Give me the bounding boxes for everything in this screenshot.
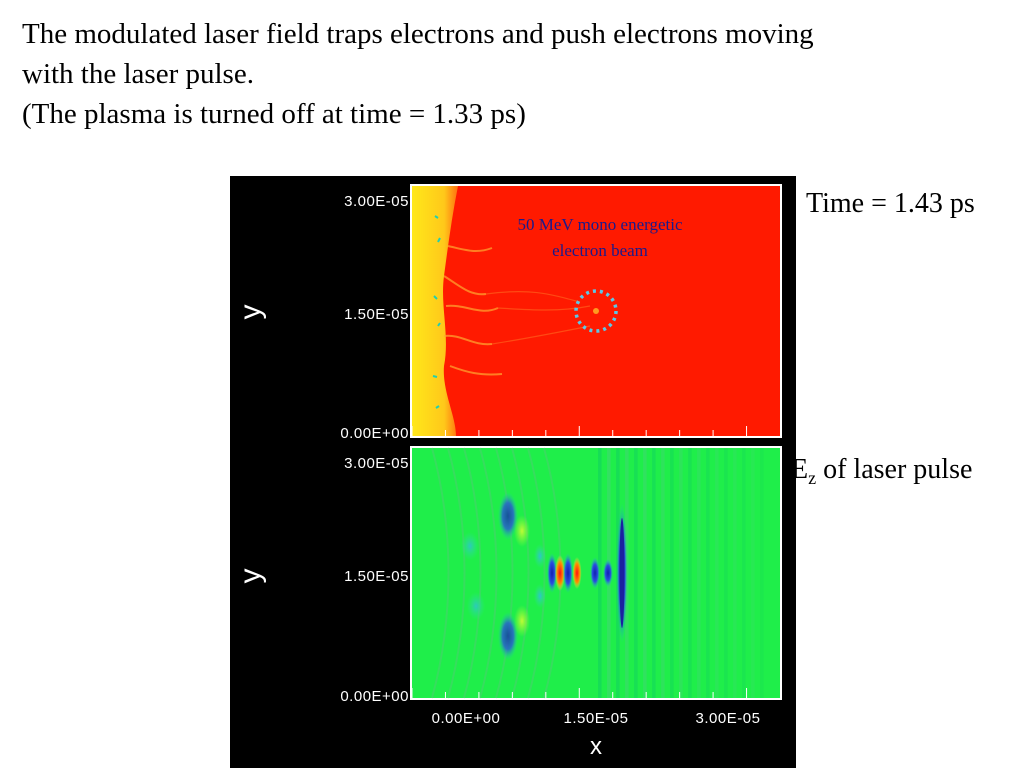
- time-label: Time = 1.43 ps: [806, 188, 975, 219]
- ez-stripe: [634, 448, 638, 698]
- field-label-rest: of laser pulse: [816, 454, 973, 485]
- bottom-xtick-max: 3.00E-05: [696, 710, 761, 727]
- ez-blob: [534, 544, 546, 568]
- electron-beam-marker: [574, 289, 618, 333]
- ez-blob: [467, 592, 485, 620]
- ez-peak-pos: [555, 555, 565, 591]
- bottom-xtick-min: 0.00E+00: [432, 710, 501, 727]
- top-x-ticks: [411, 426, 748, 436]
- ez-peak-pos: [572, 557, 582, 589]
- ez-stripe: [679, 448, 683, 698]
- plasma-filaments: [443, 245, 503, 376]
- ez-wake-curve: [463, 447, 482, 699]
- ez-blob: [534, 584, 546, 608]
- ez-stripe: [661, 448, 665, 698]
- ez-peak-neg: [590, 557, 600, 589]
- bottom-plot-frame: [410, 446, 782, 700]
- bottom-ytick-mid: 1.50E-05: [344, 568, 409, 585]
- ez-stripe: [724, 448, 728, 698]
- headline-line-1: The modulated laser field traps electron…: [22, 18, 814, 50]
- ez-stripe: [652, 448, 656, 698]
- ez-blob: [514, 605, 530, 637]
- beam-annotation-line-1: 50 MeV mono energetic: [517, 215, 683, 234]
- ez-pulse: [461, 492, 628, 660]
- ez-blob: [514, 515, 530, 547]
- ez-stripe: [751, 448, 755, 698]
- ez-wake-curve: [527, 447, 546, 699]
- ez-stripe: [715, 448, 719, 698]
- ez-blob: [461, 532, 479, 560]
- bottom-xlabel: x: [590, 733, 602, 760]
- slide-headline: The modulated laser field traps electron…: [22, 14, 1012, 134]
- ez-wake-curve: [479, 447, 498, 699]
- bottom-plot: 3.00E-05 1.50E-05 0.00E+00 y 0.00E+00 1.…: [234, 446, 782, 760]
- wake-streaks: [485, 290, 591, 345]
- top-plot-frame: [410, 184, 782, 438]
- ez-stripe: [706, 448, 710, 698]
- field-label-subscript: z: [808, 468, 817, 488]
- ez-main-front-core: [619, 518, 625, 628]
- ez-wake-curve: [447, 447, 466, 699]
- ez-wake-curve: [495, 447, 514, 699]
- ez-stripe: [688, 448, 692, 698]
- plasma-front: [412, 186, 458, 436]
- ez-peak-neg: [563, 553, 573, 593]
- simulation-figure: 3.00E-05 1.50E-05 0.00E+00 y 50 MeV mono…: [230, 176, 796, 768]
- plasma-cyan-specks: [432, 215, 441, 409]
- bottom-xtick-mid: 1.50E-05: [564, 710, 629, 727]
- bottom-x-ticks: [411, 688, 748, 698]
- bottom-ylabel: y: [234, 569, 267, 584]
- bottom-ytick-max: 3.00E-05: [344, 455, 409, 472]
- headline-line-3: (The plasma is turned off at time = 1.33…: [22, 98, 526, 130]
- simulation-plots: 3.00E-05 1.50E-05 0.00E+00 y 50 MeV mono…: [234, 184, 782, 760]
- beam-annotation-line-2: electron beam: [552, 241, 648, 260]
- bottom-ytick-min: 0.00E+00: [340, 688, 409, 705]
- top-ytick-mid: 1.50E-05: [344, 306, 409, 323]
- headline-line-2: with the laser pulse.: [22, 58, 254, 90]
- ez-stripe: [742, 448, 746, 698]
- field-label: Ez of laser pulse: [791, 454, 972, 489]
- ez-stripe: [760, 448, 764, 698]
- ez-peak-neg: [547, 553, 557, 593]
- ez-blob: [498, 612, 518, 660]
- ez-stripe: [670, 448, 674, 698]
- field-label-main: E: [791, 454, 809, 485]
- electron-beam-core: [593, 308, 599, 314]
- ez-blob: [498, 492, 518, 540]
- ez-peak-neg: [603, 559, 613, 587]
- top-ytick-min: 0.00E+00: [340, 425, 409, 442]
- ez-stripe: [643, 448, 647, 698]
- top-plot: 3.00E-05 1.50E-05 0.00E+00 y 50 MeV mono…: [234, 184, 782, 442]
- ez-wake-curve: [511, 447, 530, 699]
- ez-stripe: [697, 448, 701, 698]
- top-ylabel: y: [234, 305, 267, 320]
- ez-wake-curve: [431, 447, 450, 699]
- ez-stripe: [733, 448, 737, 698]
- top-ytick-max: 3.00E-05: [344, 193, 409, 210]
